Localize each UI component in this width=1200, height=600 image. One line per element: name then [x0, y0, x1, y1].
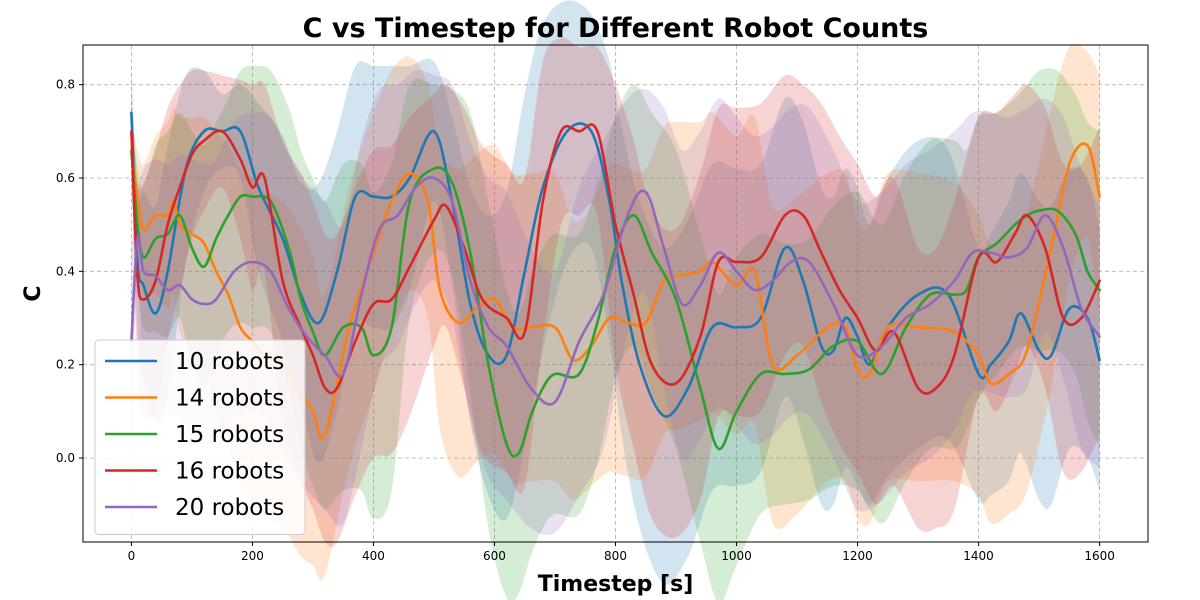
line-series-5: [130, 176, 1101, 406]
chart-title: C vs Timestep for Different Robot Counts: [303, 13, 929, 44]
band-series-1: [131, 0, 1100, 585]
y-tick-label: 0.4: [56, 264, 75, 278]
legend-label: 14 robots: [175, 386, 284, 412]
x-tick-label: 1600: [1084, 549, 1115, 563]
x-axis-title: Timestep [s]: [538, 572, 694, 597]
x-tick-label: 1400: [963, 549, 994, 563]
y-axis-title: C: [21, 285, 46, 301]
legend-label: 16 robots: [175, 459, 284, 485]
x-tick-label: 400: [362, 549, 385, 563]
legend-label: 20 robots: [175, 495, 284, 521]
tick-layer: 0 200 400 600 800 1000 1200 1400 1600 0.0 0.2 0.4 0.…: [56, 78, 1115, 563]
legend-label: 15 robots: [175, 422, 284, 448]
band-layer: [131, 0, 1100, 600]
x-tick-label: 800: [604, 549, 627, 563]
band-series-2: [131, 43, 1100, 581]
y-tick-label: 0.6: [56, 171, 75, 185]
x-tick-label: 0: [128, 549, 136, 563]
x-tick-label: 200: [241, 549, 264, 563]
line-series-2: [130, 142, 1101, 440]
legend-box: [94, 339, 306, 535]
band-series-4: [131, 37, 1100, 547]
band-series-5: [131, 70, 1100, 536]
x-tick-label: 1200: [842, 549, 873, 563]
y-tick-label: 0.2: [56, 358, 75, 372]
y-tick-label: 0.8: [56, 78, 75, 92]
x-tick-label: 1000: [721, 549, 752, 563]
legend: 10 robots 14 robots 15 robots 16 robots 20 r…: [94, 339, 306, 535]
line-layer: [130, 111, 1101, 458]
legend-label: 10 robots: [175, 349, 284, 375]
y-tick-label: 0.0: [56, 451, 75, 465]
line-series-4: [130, 123, 1101, 395]
line-series-3: [130, 148, 1101, 458]
x-tick-label: 600: [483, 549, 506, 563]
band-series-3: [131, 65, 1100, 600]
